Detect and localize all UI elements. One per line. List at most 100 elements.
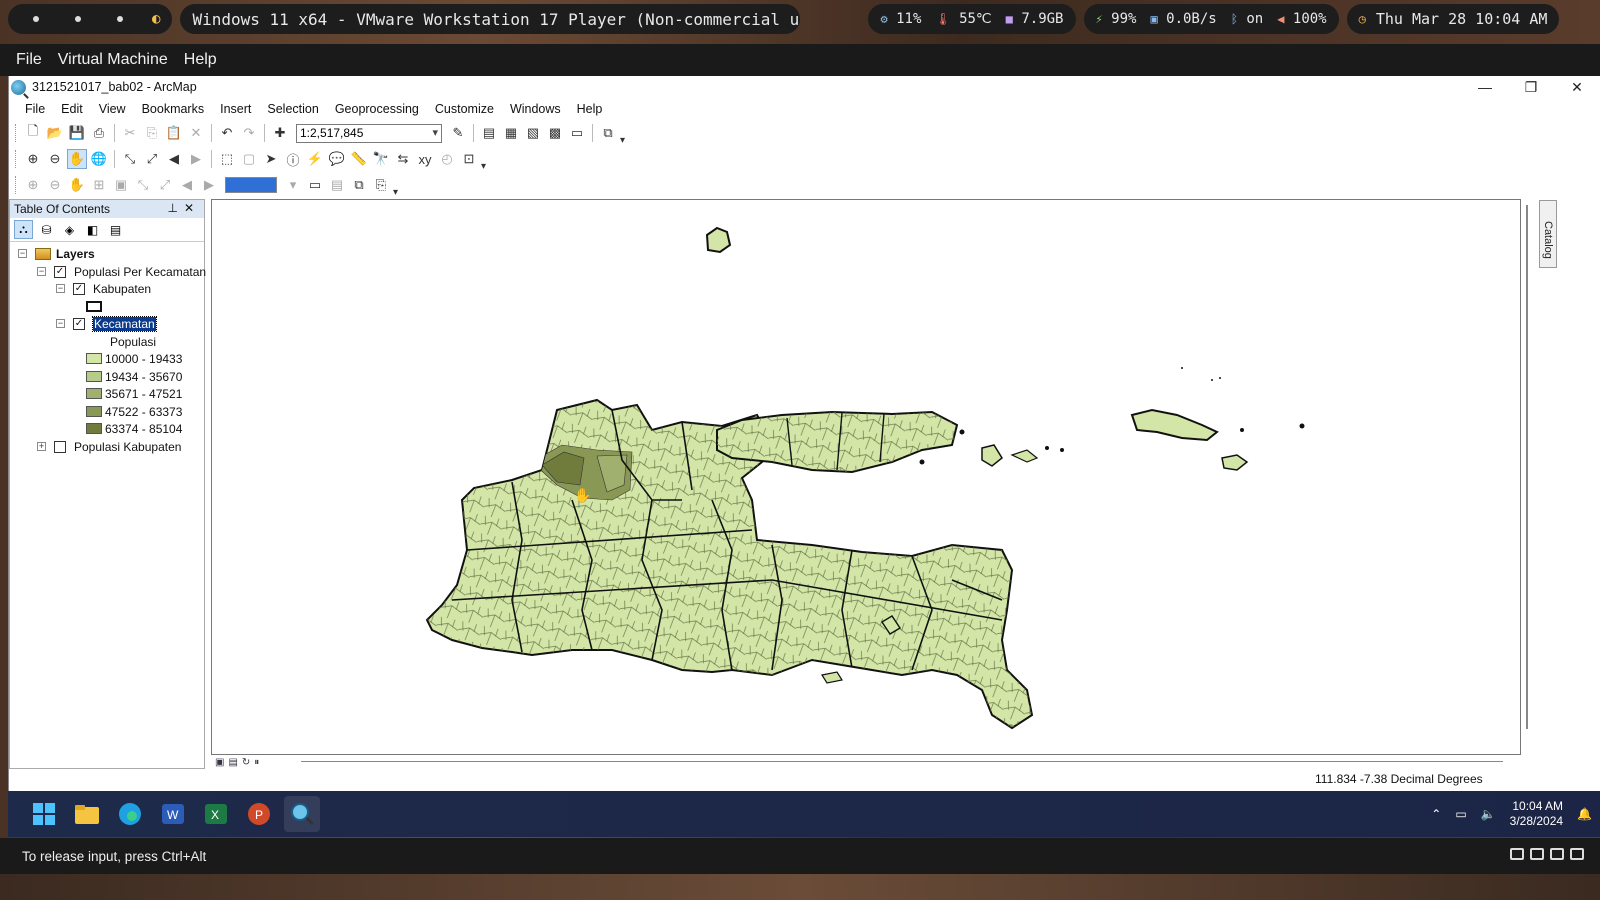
visibility-checkbox[interactable]: [54, 440, 66, 453]
go-back-layout-icon[interactable]: ◀: [182, 177, 192, 192]
html-popup-icon[interactable]: 💬: [328, 151, 346, 166]
pin-icon[interactable]: ⊥: [167, 201, 184, 215]
taskbar-clock[interactable]: 10:04 AM 3/28/2024: [1510, 799, 1563, 829]
collapse-icon[interactable]: −: [56, 283, 65, 293]
map-canvas[interactable]: ✋: [212, 200, 1521, 755]
add-data-icon[interactable]: ✚: [274, 125, 286, 140]
find-icon[interactable]: 🔭: [372, 151, 390, 166]
visibility-checkbox[interactable]: ✓: [73, 317, 85, 330]
back-extent-icon[interactable]: ◀: [169, 151, 179, 166]
kabupaten-layer-row[interactable]: − ✓ Kabupaten: [56, 280, 151, 297]
toolbar-grip[interactable]: [15, 150, 18, 168]
go-to-xy-icon[interactable]: xy: [418, 151, 432, 167]
file-explorer-icon[interactable]: [69, 796, 105, 832]
legend-class-3[interactable]: 35671 - 47521: [86, 385, 182, 402]
forward-extent-icon[interactable]: ▶: [191, 151, 201, 166]
minimize-button[interactable]: —: [1478, 79, 1492, 95]
close-button[interactable]: ✕: [1571, 78, 1583, 95]
copy-icon[interactable]: ⎘: [146, 125, 158, 140]
zoom-100-icon[interactable]: ▣: [114, 177, 128, 192]
class-swatch-5[interactable]: [86, 423, 102, 434]
vm-device-disk-icon[interactable]: [1510, 848, 1524, 860]
print-icon[interactable]: ⎙: [93, 125, 105, 140]
pan-hand-icon[interactable]: ✋: [67, 149, 87, 169]
edge-browser-icon[interactable]: [112, 796, 148, 832]
fixed-zoom-in-layout-icon[interactable]: ⤡: [137, 177, 149, 192]
zoom-whole-page-icon[interactable]: ⊞: [93, 177, 105, 192]
zoom-percent-dropdown[interactable]: [225, 177, 277, 193]
speaker-tray-icon[interactable]: 🔈: [1480, 807, 1496, 821]
list-by-drawing-order-icon[interactable]: ⛬: [14, 220, 33, 239]
toolbar-grip[interactable]: [15, 124, 18, 142]
menu-view[interactable]: View: [98, 102, 126, 116]
zoom-in-icon[interactable]: ⊕: [27, 151, 39, 166]
identify-icon[interactable]: ⓘ: [286, 152, 300, 168]
delete-icon[interactable]: ✕: [190, 125, 202, 140]
create-viewer-icon[interactable]: ⊡: [463, 151, 475, 166]
vm-device-network-icon[interactable]: [1530, 848, 1544, 860]
select-features-icon[interactable]: ⬚: [220, 151, 234, 166]
vm-menu-file[interactable]: File: [16, 51, 42, 68]
notification-bell-icon[interactable]: 🔔: [1577, 807, 1592, 821]
paste-icon[interactable]: 📋: [165, 125, 183, 140]
menu-bookmarks[interactable]: Bookmarks: [141, 102, 205, 116]
new-document-icon[interactable]: 🗋: [27, 123, 39, 138]
vm-device-usb-icon[interactable]: [1550, 848, 1564, 860]
workspace-dot-1[interactable]: [33, 16, 39, 22]
menu-windows[interactable]: Windows: [509, 102, 561, 116]
python-window-icon[interactable]: ▭: [570, 125, 584, 140]
change-layout-icon[interactable]: ⧉: [354, 177, 364, 192]
save-icon[interactable]: 💾: [68, 125, 86, 140]
class-swatch-3[interactable]: [86, 388, 102, 399]
legend-class-4[interactable]: 47522 - 63373: [86, 403, 182, 420]
toc-close-icon[interactable]: ✕: [183, 201, 200, 215]
list-by-source-icon[interactable]: ⛁: [41, 222, 52, 237]
search-window-icon[interactable]: ▧: [526, 125, 540, 140]
list-by-selection-icon[interactable]: ◧: [86, 222, 99, 237]
menu-file[interactable]: File: [25, 102, 46, 116]
fixed-zoom-in-icon[interactable]: ⤡: [124, 151, 136, 166]
data-view-icon[interactable]: ▣: [215, 756, 225, 768]
pause-drawing-icon[interactable]: ⏸: [254, 756, 260, 768]
network-tray-icon[interactable]: ▭: [1455, 807, 1467, 821]
layout-view-icon[interactable]: ▤: [228, 756, 238, 768]
visibility-checkbox[interactable]: ✓: [73, 282, 85, 295]
vertical-scrollbar[interactable]: [1523, 199, 1531, 733]
toolbar-overflow-icon[interactable]: ▾: [620, 135, 626, 146]
toc-options-icon[interactable]: ▤: [109, 222, 122, 237]
powerpoint-icon[interactable]: P: [241, 796, 277, 832]
layers-root-row[interactable]: − Layers: [18, 245, 95, 262]
kabupaten-swatch[interactable]: [86, 301, 102, 312]
layout-zoom-out-icon[interactable]: ⊖: [49, 177, 61, 192]
hyperlink-icon[interactable]: ⚡: [306, 151, 324, 166]
collapse-icon[interactable]: −: [56, 318, 65, 328]
class-swatch-2[interactable]: [86, 371, 102, 382]
menu-insert[interactable]: Insert: [220, 102, 252, 116]
legend-class-2[interactable]: 19434 - 35670: [86, 368, 182, 385]
legend-class-5[interactable]: 63374 - 85104: [86, 420, 182, 437]
workspace-dot-3[interactable]: [117, 16, 123, 22]
horizontal-scrollbar[interactable]: [301, 761, 1503, 762]
modelbuilder-icon[interactable]: ⧉: [603, 125, 613, 140]
vm-device-sound-icon[interactable]: [1570, 848, 1584, 860]
arcmap-taskbar-icon[interactable]: [284, 796, 320, 832]
focus-data-frame-icon[interactable]: ▤: [330, 177, 344, 192]
excel-icon[interactable]: X: [198, 796, 234, 832]
kabupaten-symbol[interactable]: [86, 298, 105, 315]
open-folder-icon[interactable]: 📂: [46, 125, 64, 140]
zoom-dropdown-arrow-icon[interactable]: ▾: [289, 177, 297, 192]
refresh-icon[interactable]: ↻: [241, 756, 251, 768]
menu-help[interactable]: Help: [576, 102, 603, 116]
menu-selection[interactable]: Selection: [267, 102, 319, 116]
toolbar-grip[interactable]: [15, 176, 18, 194]
visibility-checkbox[interactable]: ✓: [54, 265, 66, 278]
class-swatch-1[interactable]: [86, 353, 102, 364]
zoom-out-icon[interactable]: ⊖: [49, 151, 61, 166]
map-scale-dropdown[interactable]: 1:2,517,845: [296, 123, 442, 143]
redo-icon[interactable]: ↷: [243, 125, 255, 140]
kecamatan-layer-label[interactable]: Kecamatan: [92, 315, 157, 332]
editor-toolbar-icon[interactable]: ✎: [452, 125, 464, 140]
legend-class-1[interactable]: 10000 - 19433: [86, 350, 182, 367]
clear-selection-icon[interactable]: ▢: [242, 151, 256, 166]
workspace-switcher[interactable]: ◐: [8, 4, 173, 34]
